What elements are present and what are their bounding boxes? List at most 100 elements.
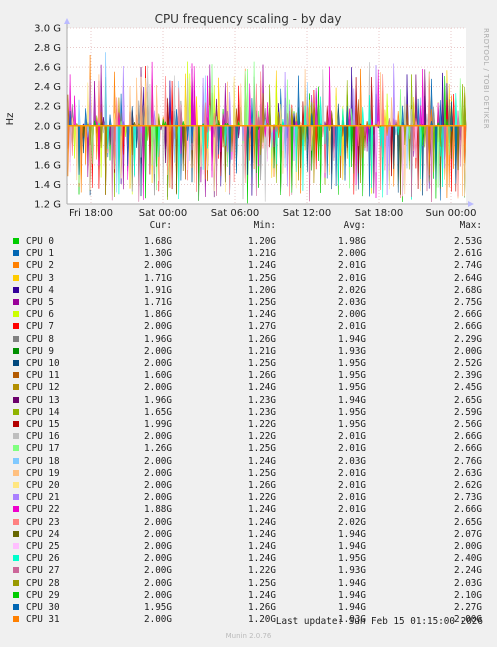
legend-cur: 2.00G	[144, 492, 172, 504]
legend-avg: 2.02G	[338, 284, 366, 296]
legend-max: 2.65G	[454, 394, 482, 406]
header-cur: Cur:	[149, 220, 172, 231]
legend-name: CPU 18	[26, 455, 60, 467]
axes	[64, 18, 474, 207]
legend-min: 1.25G	[248, 272, 276, 284]
legend-max: 2.76G	[454, 455, 482, 467]
legend-avg: 2.01G	[338, 321, 366, 333]
legend-avg: 1.95G	[338, 406, 366, 418]
header-avg: Avg:	[343, 220, 366, 231]
legend-max: 2.07G	[454, 528, 482, 540]
legend-row: CPU 1 1.30G 1.21G 2.00G 2.61G	[0, 248, 497, 260]
legend-max: 2.45G	[454, 382, 482, 394]
legend-min: 1.22G	[248, 431, 276, 443]
legend-row: CPU 7 2.00G 1.27G 2.01G 2.66G	[0, 321, 497, 333]
legend-cur: 2.00G	[144, 358, 172, 369]
legend-row: CPU 0 1.68G 1.20G 1.98G 2.53G	[0, 236, 497, 248]
legend-row: CPU 22 1.88G 1.24G 2.01G 2.66G	[0, 504, 497, 516]
legend-name: CPU 30	[26, 602, 60, 613]
legend-avg: 1.94G	[338, 541, 366, 552]
legend-row: CPU 11 1.60G 1.26G 1.95G 2.39G	[0, 370, 497, 382]
legend-cur: 1.96G	[144, 333, 172, 345]
legend-name: CPU 31	[26, 614, 60, 626]
series-marks	[66, 52, 467, 204]
legend-swatch	[13, 543, 19, 549]
legend-avg: 2.01G	[338, 272, 366, 284]
y-axis-arrow	[64, 18, 70, 24]
legend-header: Cur: Min: Avg: Max:	[0, 220, 497, 232]
legend-max: 2.27G	[454, 602, 482, 613]
y-tick-label: 1.2 G	[34, 200, 61, 211]
legend-row: CPU 18 2.00G 1.24G 2.03G 2.76G	[0, 456, 497, 468]
legend-min: 1.21G	[248, 345, 276, 357]
legend-row: CPU 23 2.00G 1.24G 2.02G 2.65G	[0, 517, 497, 529]
legend-max: 2.66G	[454, 504, 482, 516]
legend-name: CPU 25	[26, 541, 60, 552]
legend-swatch	[13, 347, 19, 354]
legend-max: 2.00G	[454, 614, 482, 626]
legend-swatch	[13, 616, 19, 623]
legend-max: 2.03G	[454, 577, 482, 589]
legend-max: 2.65G	[454, 516, 482, 528]
legend-min: 1.22G	[248, 419, 276, 430]
legend-name: CPU 14	[26, 406, 60, 418]
legend-swatch	[13, 262, 19, 269]
legend-cur: 1.26G	[144, 443, 172, 455]
legend-max: 2.59G	[454, 406, 482, 418]
legend-min: 1.26G	[248, 333, 276, 345]
legend-cur: 2.00G	[144, 480, 172, 491]
legend-row: CPU 8 1.96G 1.26G 1.94G 2.29G	[0, 334, 497, 346]
legend-cur: 1.95G	[144, 602, 172, 613]
legend-min: 1.26G	[248, 602, 276, 613]
legend-swatch	[13, 286, 19, 293]
y-tick-label: 2.8 G	[34, 43, 61, 54]
legend-min: 1.23G	[248, 394, 276, 406]
legend-name: CPU 19	[26, 467, 60, 479]
legend-swatch	[13, 360, 19, 366]
legend-name: CPU 0	[26, 236, 54, 247]
legend-name: CPU 20	[26, 480, 60, 491]
legend-cur: 1.99G	[144, 419, 172, 430]
legend-min: 1.21G	[248, 248, 276, 260]
legend-swatch	[13, 604, 19, 610]
legend-row: CPU 20 2.00G 1.26G 2.01G 2.62G	[0, 480, 497, 492]
legend-swatch	[13, 274, 19, 281]
legend-avg: 1.93G	[338, 614, 366, 626]
chart: CPU frequency scaling - by day Hz RRDTOO…	[5, 12, 490, 219]
legend-cur: 2.00G	[144, 345, 172, 357]
y-ticks: 3.0 G 2.8 G 2.6 G 2.4 G 2.2 G 2.0 G 1.8 G 1.6 G…	[34, 24, 61, 211]
legend-avg: 2.01G	[338, 480, 366, 491]
legend-avg: 2.00G	[338, 309, 366, 321]
legend-avg: 1.94G	[338, 589, 366, 601]
legend-min: 1.20G	[248, 236, 276, 247]
legend-cur: 2.00G	[144, 589, 172, 601]
legend-min: 1.24G	[248, 553, 276, 565]
x-tick-label: Fri 18:00	[69, 208, 113, 219]
legend-avg: 1.95G	[338, 358, 366, 369]
legend-max: 2.64G	[454, 272, 482, 284]
legend-name: CPU 23	[26, 516, 60, 528]
x-ticks: Fri 18:00 Sat 00:00 Sat 06:00 Sat 12:00 Sat …	[69, 208, 476, 219]
y-tick-label: 1.4 G	[34, 180, 61, 191]
legend-avg: 2.01G	[338, 492, 366, 504]
legend-cur: 2.00G	[144, 455, 172, 467]
legend-min: 1.25G	[248, 443, 276, 455]
legend-avg: 2.01G	[338, 431, 366, 443]
legend-name: CPU 2	[26, 260, 54, 272]
legend-avg: 1.98G	[338, 236, 366, 247]
y-tick-label: 2.4 G	[34, 82, 61, 93]
legend-name: CPU 17	[26, 443, 60, 455]
legend-min: 1.20G	[248, 284, 276, 296]
legend-avg: 2.02G	[338, 516, 366, 528]
legend-max: 2.00G	[454, 345, 482, 357]
legend-swatch	[13, 567, 19, 574]
legend-row: CPU 16 2.00G 1.22G 2.01G 2.66G	[0, 431, 497, 443]
legend-max: 2.66G	[454, 309, 482, 321]
legend-cur: 2.00G	[144, 467, 172, 479]
x-axis-arrow	[468, 201, 474, 207]
chart-title: CPU frequency scaling - by day	[155, 12, 342, 26]
legend-swatch	[13, 408, 19, 415]
legend-min: 1.20G	[248, 614, 276, 626]
legend-min: 1.25G	[248, 577, 276, 589]
legend-max: 2.10G	[454, 589, 482, 601]
